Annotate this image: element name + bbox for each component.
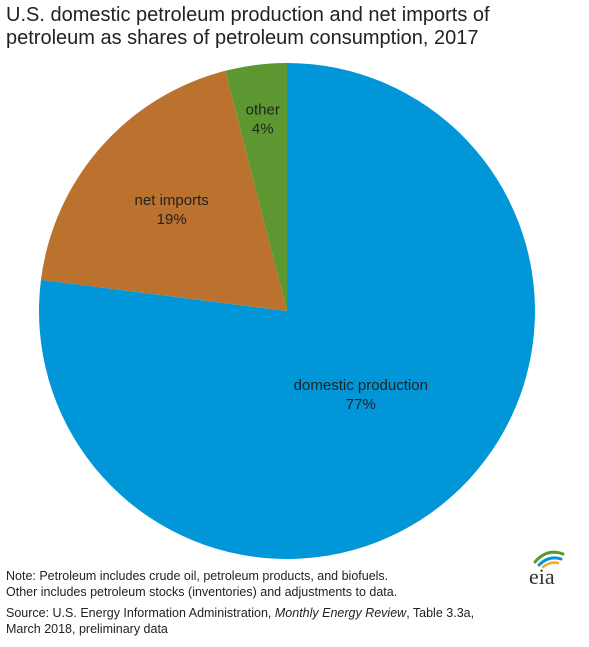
note-line-2: Other includes petroleum stocks (invento…: [6, 585, 398, 599]
eia-logo-text: eia: [529, 564, 555, 588]
source-publication: Monthly Energy Review: [274, 606, 407, 620]
chart-source: Source: U.S. Energy Information Administ…: [6, 605, 566, 637]
source-suffix: , Table 3.3a,: [406, 606, 475, 620]
pie-value-other: 4%: [252, 121, 274, 138]
pie-slice-net-imports: [40, 70, 288, 311]
pie-labels: domestic production 77% net imports 19% othe…: [135, 102, 428, 414]
pie-slice-other: [225, 63, 287, 311]
note-line-1: Note: Petroleum includes crude oil, petr…: [6, 569, 389, 583]
pie-value-net-imports: 19%: [157, 211, 187, 228]
chart-title: U.S. domestic petroleum production and n…: [6, 4, 566, 50]
pie-label-net-imports: net imports: [135, 192, 209, 209]
pie-label-other: other: [246, 102, 280, 119]
source-line-2: March 2018, preliminary data: [6, 622, 168, 636]
pie-label-domestic-production: domestic production: [294, 377, 428, 394]
chart-note: Note: Petroleum includes crude oil, petr…: [6, 568, 506, 600]
chart-title-line-2: petroleum as shares of petroleum consump…: [6, 27, 479, 49]
pie-value-domestic-production: 77%: [346, 396, 376, 413]
chart-title-line-1: U.S. domestic petroleum production and n…: [6, 4, 490, 26]
eia-logo-icon: eia: [529, 550, 565, 588]
pie-slices: [38, 63, 536, 559]
source-prefix: Source: U.S. Energy Information Administ…: [6, 606, 275, 620]
